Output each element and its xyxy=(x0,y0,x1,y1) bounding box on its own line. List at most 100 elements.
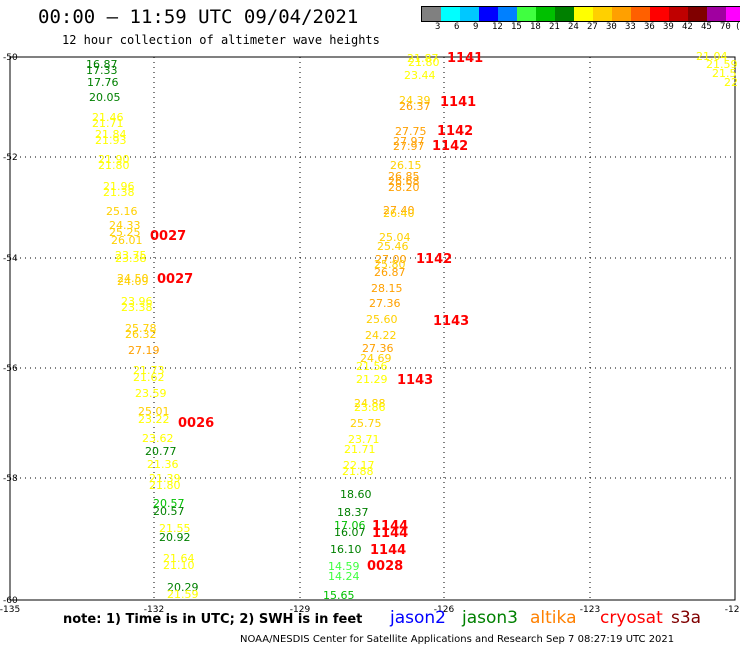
swh-value-label: 16.07 xyxy=(334,526,366,539)
page-title: 00:00 – 11:59 UTC 09/04/2021 xyxy=(38,6,359,28)
swh-value-label: 28.15 xyxy=(371,282,403,295)
swh-value-label: 21.73 xyxy=(133,364,165,377)
color-scale-label: 3 xyxy=(435,22,441,32)
color-scale-label: 39 xyxy=(663,22,674,32)
latitude-tick-label: -50 xyxy=(3,53,18,63)
orbit-pass-label: 1144 xyxy=(370,543,406,558)
swh-value-label: 23.22 xyxy=(138,413,170,426)
swh-value-label: 27.36 xyxy=(362,342,394,355)
orbit-pass-label: 0028 xyxy=(367,559,403,574)
orbit-pass-label: 1141 xyxy=(447,51,483,66)
swh-value-label: 24.33 xyxy=(109,219,141,232)
orbit-pass-label: 0027 xyxy=(150,229,186,244)
color-scale-label: 18 xyxy=(530,22,541,32)
color-swatch xyxy=(498,7,517,21)
color-swatch xyxy=(726,7,740,21)
color-swatch xyxy=(479,7,498,21)
color-swatch xyxy=(650,7,669,21)
color-scale-label: 9 xyxy=(473,22,479,32)
orbit-pass-label: 1142 xyxy=(437,124,473,139)
swh-value-label: 21.38 xyxy=(103,186,135,199)
swh-value-label: 20.77 xyxy=(145,445,177,458)
color-scale-bar xyxy=(421,6,740,22)
swh-value-label: 20.57 xyxy=(153,497,185,510)
swh-value-label: 24.88 xyxy=(354,397,386,410)
swh-value-label: 26.87 xyxy=(374,266,406,279)
swh-value-label: 25.04 xyxy=(379,231,411,244)
swh-value-label: 18.37 xyxy=(337,506,369,519)
swh-value-label: 17.76 xyxy=(87,76,119,89)
swh-value-label: 23.62 xyxy=(142,432,174,445)
swh-value-label: 21.59 xyxy=(706,58,738,71)
swh-value-label: 25.75 xyxy=(350,417,382,430)
swh-value-label: 21.29 xyxy=(356,373,388,386)
page-subtitle: 12 hour collection of altimeter wave hei… xyxy=(62,33,380,47)
color-scale-label: 21 xyxy=(549,22,560,32)
color-swatch xyxy=(593,7,612,21)
satellite-legend-jason3: jason3 xyxy=(462,608,518,628)
swh-value-label: 14.59 xyxy=(328,560,360,573)
longitude-tick-label: -126 xyxy=(434,605,455,615)
swh-value-label: 21.55 xyxy=(159,522,191,535)
satellite-legend-cryosat: cryosat xyxy=(600,608,663,628)
swh-value-label: 23.59 xyxy=(135,387,167,400)
latitude-tick-label: -52 xyxy=(3,153,18,163)
swh-value-label: 22.17 xyxy=(343,459,375,472)
swh-value-label: 21.71 xyxy=(92,117,124,130)
swh-value-label: 23.86 xyxy=(354,401,386,414)
swh-value-label: 27.97 xyxy=(393,135,425,148)
swh-value-label: 27.40 xyxy=(383,204,415,217)
swh-value-label: 21.5 xyxy=(712,67,737,80)
swh-value-label: 22 xyxy=(724,76,738,89)
swh-value-label: 25.46 xyxy=(377,240,409,253)
orbit-pass-label: 1143 xyxy=(397,373,433,388)
color-swatch xyxy=(612,7,631,21)
swh-value-label: 21.84 xyxy=(95,128,127,141)
swh-value-label: 23.38 xyxy=(115,252,147,265)
longitude-tick-label: -129 xyxy=(290,605,311,615)
color-swatch xyxy=(536,7,555,21)
orbit-pass-label: 0027 xyxy=(157,272,193,287)
color-scale-label: (ft) xyxy=(735,22,740,32)
longitude-tick-label: -135 xyxy=(0,605,20,615)
swh-value-label: 17.06 xyxy=(334,519,366,532)
color-scale-label: 70 xyxy=(720,22,731,32)
swh-value-label: 24.22 xyxy=(365,329,397,342)
color-scale-label: 12 xyxy=(492,22,503,32)
color-swatch xyxy=(574,7,593,21)
swh-value-label: 20.57 xyxy=(153,505,185,518)
swh-value-label: 17.33 xyxy=(86,64,118,77)
swh-value-label: 21.80 xyxy=(408,56,440,69)
orbit-pass-label: 1143 xyxy=(433,314,469,329)
swh-value-label: 21.80 xyxy=(98,159,130,172)
swh-value-label: 26.68 xyxy=(388,175,420,188)
swh-value-label: 23.38 xyxy=(121,301,153,314)
swh-value-label: 24.50 xyxy=(117,272,149,285)
swh-value-label: 25.78 xyxy=(125,322,157,335)
swh-value-label: 24.09 xyxy=(117,275,149,288)
swh-value-label: 20.29 xyxy=(167,581,199,594)
color-scale-label: 36 xyxy=(644,22,655,32)
swh-value-label: 23.96 xyxy=(121,295,153,308)
swh-value-label: 20.92 xyxy=(159,531,191,544)
color-scale-label: 6 xyxy=(454,22,460,32)
longitude-tick-label: -123 xyxy=(580,605,600,615)
latitude-tick-label: -60 xyxy=(3,596,18,606)
swh-value-label: 21.96 xyxy=(103,180,135,193)
satellite-legend-jason2: jason2 xyxy=(390,608,446,628)
swh-value-label: 26.37 xyxy=(399,100,431,113)
swh-value-label: 25.16 xyxy=(106,205,138,218)
map-frame xyxy=(9,56,736,601)
swh-value-label: 27.75 xyxy=(395,125,427,138)
color-scale-label: 33 xyxy=(625,22,636,32)
swh-value-label: 21.56 xyxy=(356,360,388,373)
swh-value-label: 21.04 xyxy=(696,50,728,63)
swh-value-label: 21.46 xyxy=(92,111,124,124)
swh-value-label: 26.01 xyxy=(111,234,143,247)
swh-value-label: 20.05 xyxy=(89,91,121,104)
color-scale-label: 24 xyxy=(568,22,579,32)
swh-value-label: 14.24 xyxy=(328,570,360,583)
